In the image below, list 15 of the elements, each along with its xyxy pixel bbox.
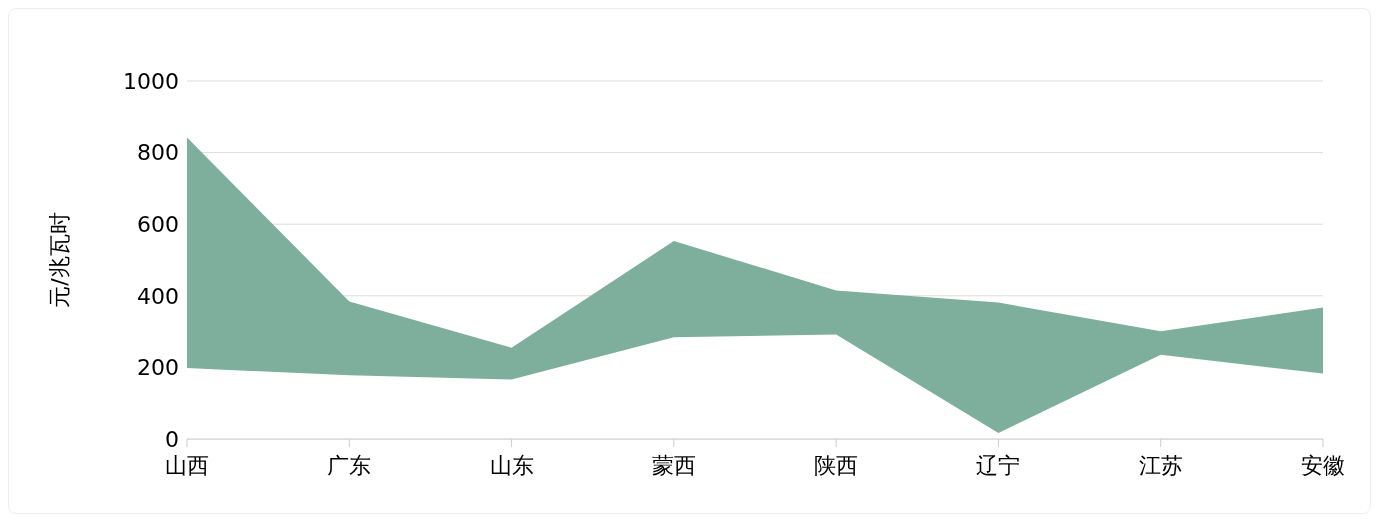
- x-tick-label: 江苏: [1138, 452, 1183, 478]
- x-tick-label: 辽宁: [976, 452, 1021, 478]
- x-tick-label: 山东: [489, 452, 534, 478]
- x-tick-label: 蒙西: [651, 452, 696, 478]
- y-tick-label: 200: [137, 355, 179, 381]
- y-tick-label: 800: [137, 140, 179, 166]
- y-axis-title: 元/兆瓦时: [46, 212, 72, 308]
- x-tick-label: 安徽: [1301, 452, 1345, 478]
- y-tick-label: 600: [137, 212, 179, 238]
- y-tick-label: 0: [165, 426, 179, 452]
- x-tick-label: 山西: [165, 452, 209, 478]
- x-tick-label: 陕西: [814, 452, 859, 478]
- x-tick-label: 广东: [327, 452, 372, 478]
- y-tick-label: 1000: [123, 68, 179, 94]
- y-tick-label: 400: [137, 283, 179, 309]
